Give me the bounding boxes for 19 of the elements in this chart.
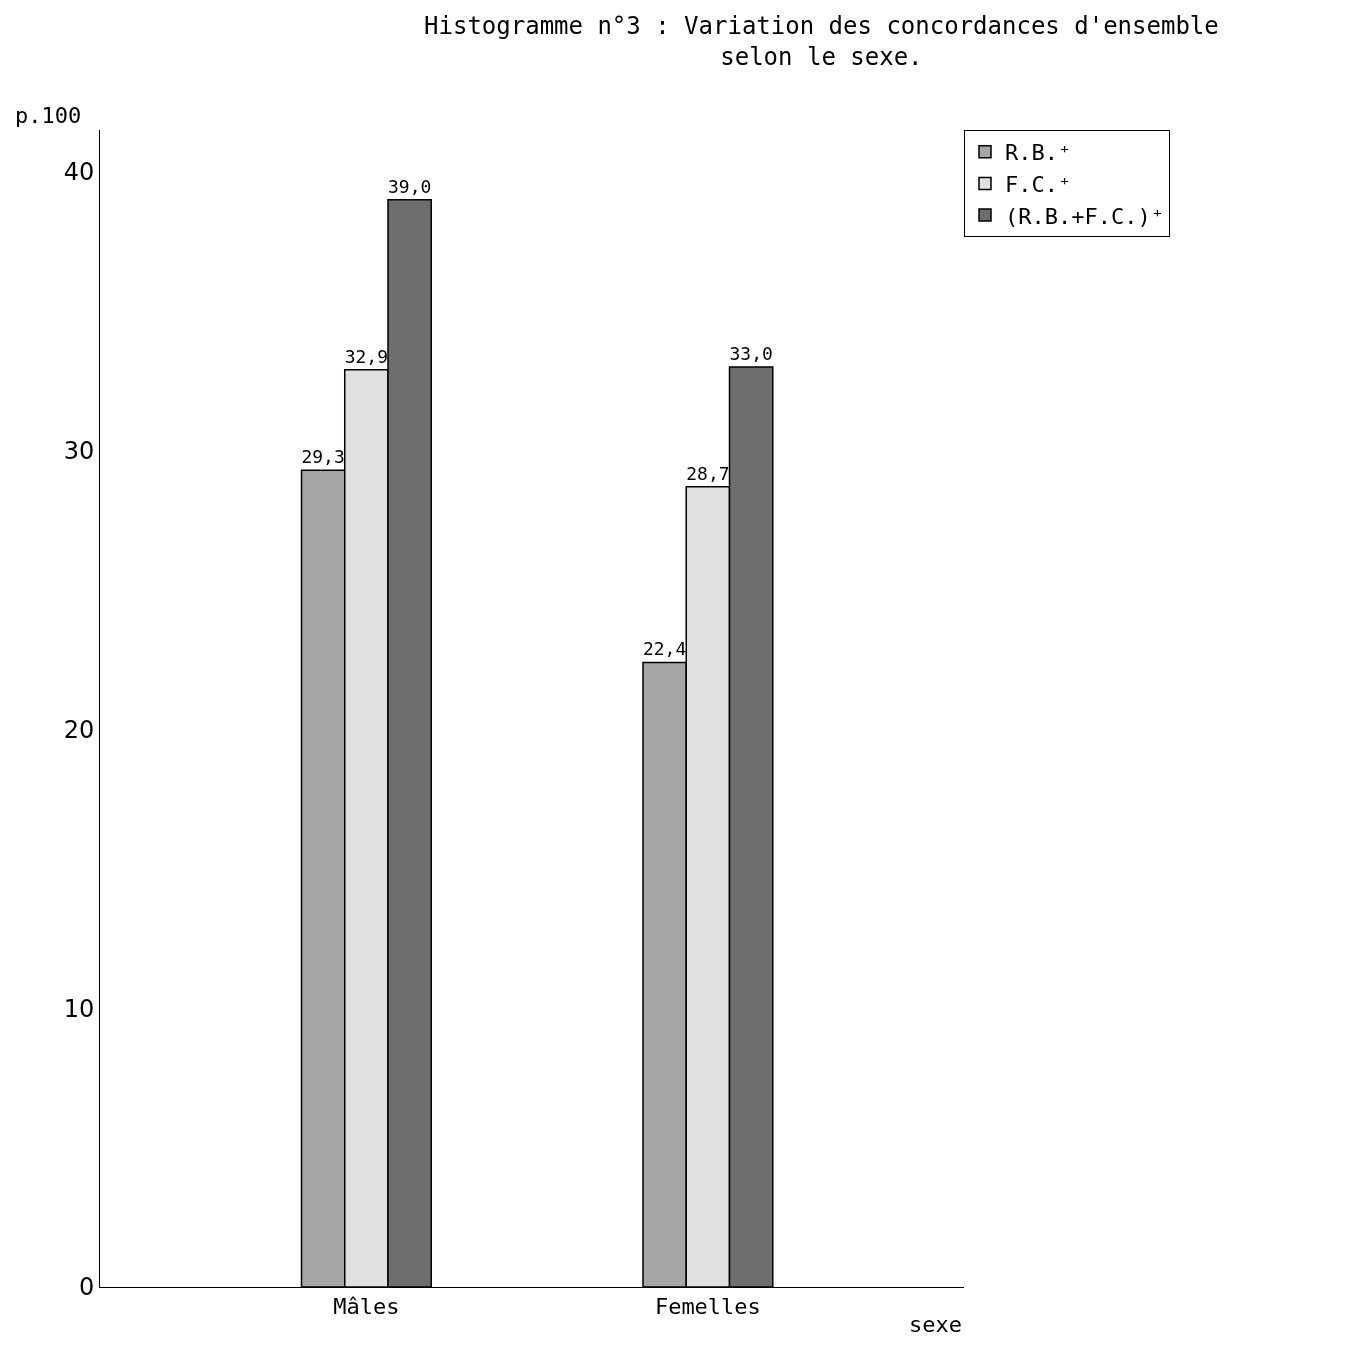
y-tick-label: 10	[63, 994, 95, 1023]
y-tick-label: 20	[63, 715, 95, 744]
y-axis-title: p.100	[15, 103, 82, 128]
legend-label: R.B.⁺	[1005, 140, 1072, 166]
data-label: 33,0	[729, 342, 773, 364]
y-tick-label: 0	[78, 1273, 95, 1302]
x-axis-title: sexe	[909, 1312, 962, 1337]
x-tick-label: Mâles	[333, 1294, 400, 1320]
data-label: 28,7	[686, 462, 730, 484]
data-label: 22,4	[643, 638, 687, 660]
legend-label: F.C.⁺	[1005, 171, 1072, 197]
legend-label: (R.B.+F.C.)⁺	[1005, 203, 1164, 229]
data-label: 39,0	[388, 175, 432, 197]
data-label: 32,9	[344, 345, 388, 367]
chart-title: Histogramme n°3 : Variation des concordances d'ensemble selon le sexe.	[424, 11, 1219, 71]
x-tick-label: Femelles	[654, 1294, 761, 1320]
data-label: 29,3	[301, 446, 345, 468]
y-tick-label: 40	[63, 158, 95, 187]
y-tick-label: 30	[63, 437, 95, 466]
